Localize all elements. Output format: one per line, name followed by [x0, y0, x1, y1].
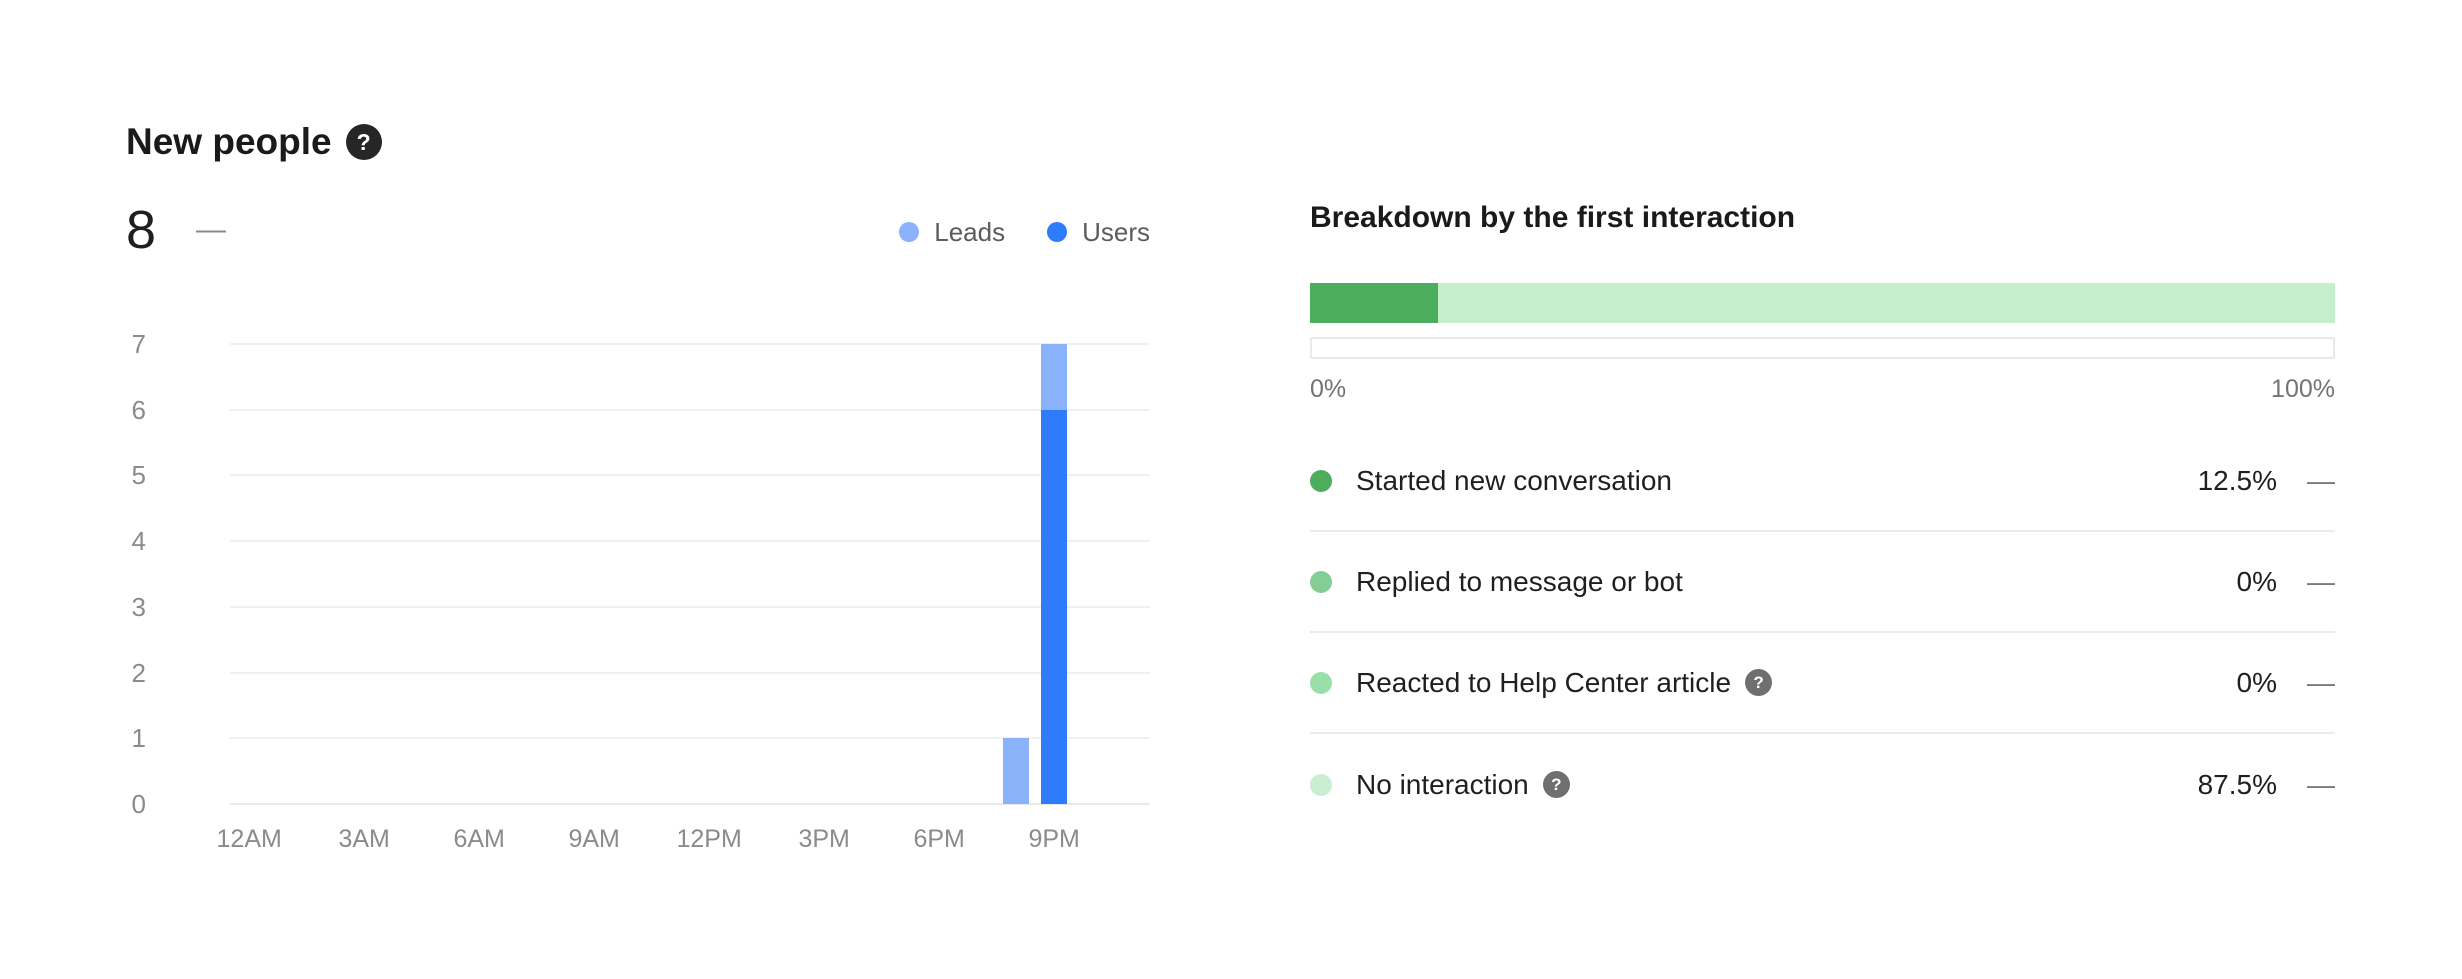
row-value: 12.5%	[2197, 464, 2277, 496]
row-reacted-to-help-center-article: Reacted to Help Center article ? 0% —	[1310, 633, 2335, 734]
row-label: Reacted to Help Center article	[1356, 666, 1732, 698]
y-tick-label: 4	[131, 526, 146, 557]
leads-bar-segment	[1041, 344, 1068, 410]
legend-label-leads: Leads	[934, 216, 1006, 247]
y-tick-label: 2	[131, 657, 146, 688]
x-axis-labels: 12AM 3AM 6AM 9AM 12PM 3PM 6PM 9PM	[217, 822, 1150, 856]
help-icon[interactable]: ?	[1542, 771, 1570, 798]
new-people-header: New people ?	[126, 120, 382, 164]
category-dot-icon	[1310, 671, 1332, 694]
category-dot-icon	[1310, 773, 1332, 796]
breakdown-stacked-bar[interactable]	[1310, 283, 2335, 323]
y-tick-label: 5	[131, 460, 146, 491]
gridline-y5	[230, 474, 1150, 477]
row-started-new-conversation: Started new conversation 12.5% —	[1310, 431, 2335, 532]
gridline-y7	[230, 343, 1150, 345]
x-tick-label: 12AM	[216, 825, 282, 853]
x-tick-label: 3PM	[798, 825, 850, 853]
row-value: 87.5%	[2197, 768, 2277, 800]
scale-row: 0% 100%	[1310, 372, 2335, 406]
row-no-interaction: No interaction ? 87.5% —	[1310, 734, 2335, 835]
gridline-y0	[230, 803, 1150, 805]
new-people-title: New people	[126, 121, 332, 162]
bar-group-9pm[interactable]	[1041, 344, 1068, 804]
breakdown-rows: Started new conversation 12.5% — Replied…	[1310, 431, 2335, 835]
breakdown-title: Breakdown by the first interaction	[1310, 201, 1796, 234]
leads-dot-icon	[899, 222, 920, 242]
new-people-stat: 8 —	[126, 201, 226, 259]
gridline-y1	[230, 737, 1150, 740]
gridline-y4	[230, 540, 1150, 543]
x-tick-label: 3AM	[338, 825, 390, 853]
y-tick-label: 1	[131, 723, 146, 754]
row-replied-to-message-or-bot: Replied to message or bot 0% —	[1310, 532, 2335, 633]
y-tick-label: 7	[131, 329, 146, 359]
x-tick-label: 12PM	[676, 825, 742, 853]
x-tick-label: 6PM	[913, 825, 965, 853]
bar-chart-plot	[230, 343, 1150, 805]
scale-min-label: 0%	[1310, 375, 1347, 403]
gridline-y3	[230, 605, 1150, 608]
row-trend-dash: —	[2307, 666, 2335, 698]
row-label: No interaction	[1356, 768, 1529, 800]
x-tick-label: 9PM	[1028, 825, 1080, 853]
category-dot-icon	[1310, 570, 1332, 593]
row-value: 0%	[2236, 666, 2277, 698]
scale-max-label: 100%	[2271, 375, 2335, 403]
y-tick-label: 6	[131, 394, 146, 425]
y-axis-labels: 0 1 2 3 4 5 6 7	[90, 329, 146, 819]
row-trend-dash: —	[2307, 464, 2335, 496]
gridline-y2	[230, 671, 1150, 674]
comparison-period-track	[1310, 337, 2335, 359]
bar-group-8pm[interactable]	[1002, 344, 1029, 804]
legend-label-users: Users	[1082, 216, 1150, 247]
leads-bar-segment	[1002, 738, 1029, 804]
gridline-y6	[230, 408, 1150, 411]
y-tick-label: 3	[131, 591, 146, 622]
no-interaction-segment	[1438, 283, 2335, 323]
chart-legend: Leads Users	[230, 210, 1150, 254]
users-dot-icon	[1047, 222, 1068, 242]
category-dot-icon	[1310, 469, 1332, 492]
started-conversation-segment	[1310, 283, 1439, 323]
row-value: 0%	[2236, 565, 2277, 597]
y-tick-label: 0	[131, 789, 146, 819]
stat-total: 8	[126, 200, 157, 260]
row-label: Replied to message or bot	[1356, 565, 1683, 597]
legend-item-leads[interactable]: Leads	[899, 217, 1005, 248]
help-icon[interactable]: ?	[345, 124, 382, 160]
x-tick-label: 6AM	[453, 825, 505, 853]
help-icon[interactable]: ?	[1745, 669, 1773, 696]
stat-trend-dash: —	[196, 213, 227, 246]
users-bar-segment	[1041, 409, 1068, 804]
row-label: Started new conversation	[1356, 464, 1672, 496]
x-tick-label: 9AM	[568, 825, 620, 853]
legend-item-users[interactable]: Users	[1047, 217, 1150, 248]
row-trend-dash: —	[2307, 565, 2335, 597]
row-trend-dash: —	[2307, 768, 2335, 800]
